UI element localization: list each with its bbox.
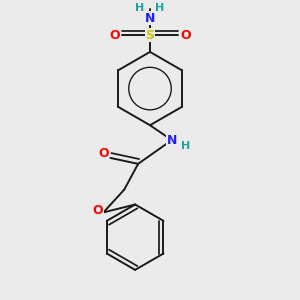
Text: H: H xyxy=(181,141,190,151)
Text: O: O xyxy=(92,204,103,217)
Text: O: O xyxy=(98,148,109,160)
Text: H: H xyxy=(155,3,164,13)
Text: S: S xyxy=(146,28,154,42)
Text: O: O xyxy=(180,28,191,42)
Text: H: H xyxy=(136,3,145,13)
Text: N: N xyxy=(145,12,155,25)
Text: N: N xyxy=(167,134,177,147)
Text: O: O xyxy=(109,28,120,42)
